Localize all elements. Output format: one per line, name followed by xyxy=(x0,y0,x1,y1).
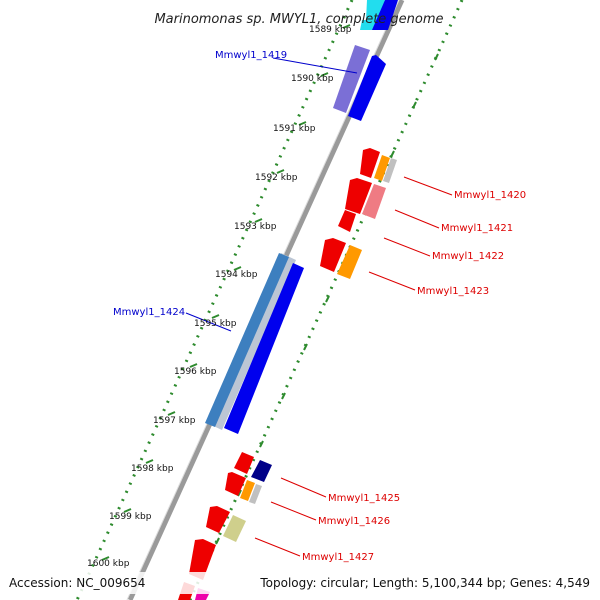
tick-mark xyxy=(233,266,242,271)
gene-arrow-red-1421[interactable] xyxy=(345,178,372,214)
tick-label: 1589 kbp xyxy=(309,25,352,35)
leader-line xyxy=(185,312,232,332)
leader-line xyxy=(403,176,453,196)
gene-arrow-red-1426b[interactable] xyxy=(206,506,230,533)
gene-label-mmwyl1-1422[interactable]: Mmwyl1_1422 xyxy=(432,251,504,262)
gene-labels: Mmwyl1_1419 Mmwyl1_1424 Mmwyl1_1420 Mmwy… xyxy=(113,50,526,563)
forward-genes xyxy=(205,0,398,434)
tick-label: 1593 kbp xyxy=(234,222,277,232)
tick-mark xyxy=(390,150,395,158)
gene-block-orange-1420[interactable] xyxy=(374,155,390,181)
gene-label-mmwyl1-1427[interactable]: Mmwyl1_1427 xyxy=(302,552,374,563)
gene-label-mmwyl1-1420[interactable]: Mmwyl1_1420 xyxy=(454,190,526,201)
gene-block-gray-1420[interactable] xyxy=(383,158,397,183)
outer-dotted-ring xyxy=(188,0,464,600)
gene-arrow-red-1422[interactable] xyxy=(338,210,356,232)
tick-mark xyxy=(215,537,220,545)
leader-line xyxy=(272,57,358,74)
tick-label: 1590 kbp xyxy=(291,74,334,84)
tick-label: 1599 kbp xyxy=(109,512,152,522)
gene-block-gray-1426[interactable] xyxy=(249,484,262,504)
leader-line xyxy=(254,537,301,557)
gene-label-mmwyl1-1423[interactable]: Mmwyl1_1423 xyxy=(417,286,489,297)
tick-label: 1594 kbp xyxy=(215,270,258,280)
gene-block-cyan[interactable] xyxy=(360,0,385,30)
tick-label: 1597 kbp xyxy=(153,416,196,426)
tick-labels: 1589 kbp 1590 kbp 1591 kbp 1592 kbp 1593… xyxy=(87,25,352,569)
accession-text: Accession: NC_009654 xyxy=(9,576,145,590)
leader-line xyxy=(270,501,317,521)
tick-label: 1596 kbp xyxy=(174,367,217,377)
gene-block-orange-1423[interactable] xyxy=(337,245,362,279)
tick-mark xyxy=(320,72,329,77)
gene-arrow-blue-1419b[interactable] xyxy=(348,55,386,121)
inner-dotted-ring xyxy=(75,0,354,600)
footer-backdrop xyxy=(0,572,600,594)
tick-mark xyxy=(167,411,176,416)
tick-mark xyxy=(259,440,264,448)
tick-marks xyxy=(101,24,351,561)
gene-block-1419[interactable] xyxy=(333,45,370,113)
reverse-genes xyxy=(178,148,397,600)
leader-line xyxy=(280,477,327,498)
genome-title: Marinomonas sp. MWYL1, complete genome xyxy=(154,12,443,27)
gene-block-pink-1421[interactable] xyxy=(362,184,386,219)
tick-mark xyxy=(325,295,330,303)
gene-label-mmwyl1-1425[interactable]: Mmwyl1_1425 xyxy=(328,493,400,504)
gene-block-1424[interactable] xyxy=(205,253,289,427)
gene-label-mmwyl1-1424[interactable]: Mmwyl1_1424 xyxy=(113,307,185,318)
tick-mark xyxy=(101,556,110,561)
gene-arrow-1424[interactable] xyxy=(224,263,304,434)
gene-label-mmwyl1-1421[interactable]: Mmwyl1_1421 xyxy=(441,223,513,234)
tick-label: 1592 kbp xyxy=(255,173,298,183)
leader-line xyxy=(368,271,416,291)
gene-arrow-red-1425a[interactable] xyxy=(234,452,254,474)
leader-lines xyxy=(185,57,453,557)
tick-label: 1595 kbp xyxy=(194,319,237,329)
gene-arrow-red-1423[interactable] xyxy=(320,238,346,272)
tick-label: 1598 kbp xyxy=(131,464,174,474)
gene-block-orange-1426[interactable] xyxy=(240,480,255,501)
outer-tick-marks xyxy=(215,53,439,545)
tick-mark xyxy=(303,343,308,351)
tick-label: 1591 kbp xyxy=(273,124,316,134)
gene-label-mmwyl1-1426[interactable]: Mmwyl1_1426 xyxy=(318,516,390,527)
gene-arrow-red-1420[interactable] xyxy=(360,148,380,178)
tick-mark xyxy=(298,121,307,126)
leader-line xyxy=(383,237,431,257)
gene-arrow-red-1427[interactable] xyxy=(189,539,216,580)
topology-text: Topology: circular; Length: 5,100,344 bp… xyxy=(259,576,590,590)
tick-mark xyxy=(434,53,439,61)
tick-mark xyxy=(237,489,242,497)
leader-line xyxy=(394,209,440,229)
gene-arrow-blue-top[interactable] xyxy=(372,0,398,30)
tick-mark xyxy=(211,314,220,319)
gene-block-navy-1425[interactable] xyxy=(251,460,272,482)
tick-mark xyxy=(342,24,351,29)
tick-mark xyxy=(123,508,132,513)
tick-mark xyxy=(412,101,417,109)
tick-mark xyxy=(254,218,263,223)
tick-mark xyxy=(145,459,154,464)
gene-block-khaki-1427[interactable] xyxy=(223,515,246,542)
tick-mark xyxy=(276,169,285,174)
gene-label-mmwyl1-1419[interactable]: Mmwyl1_1419 xyxy=(215,50,287,61)
gene-arrow-red-1425b[interactable] xyxy=(225,472,246,496)
tick-label: 1600 kbp xyxy=(87,559,130,569)
tick-mark xyxy=(189,363,198,368)
tick-mark xyxy=(281,392,286,400)
